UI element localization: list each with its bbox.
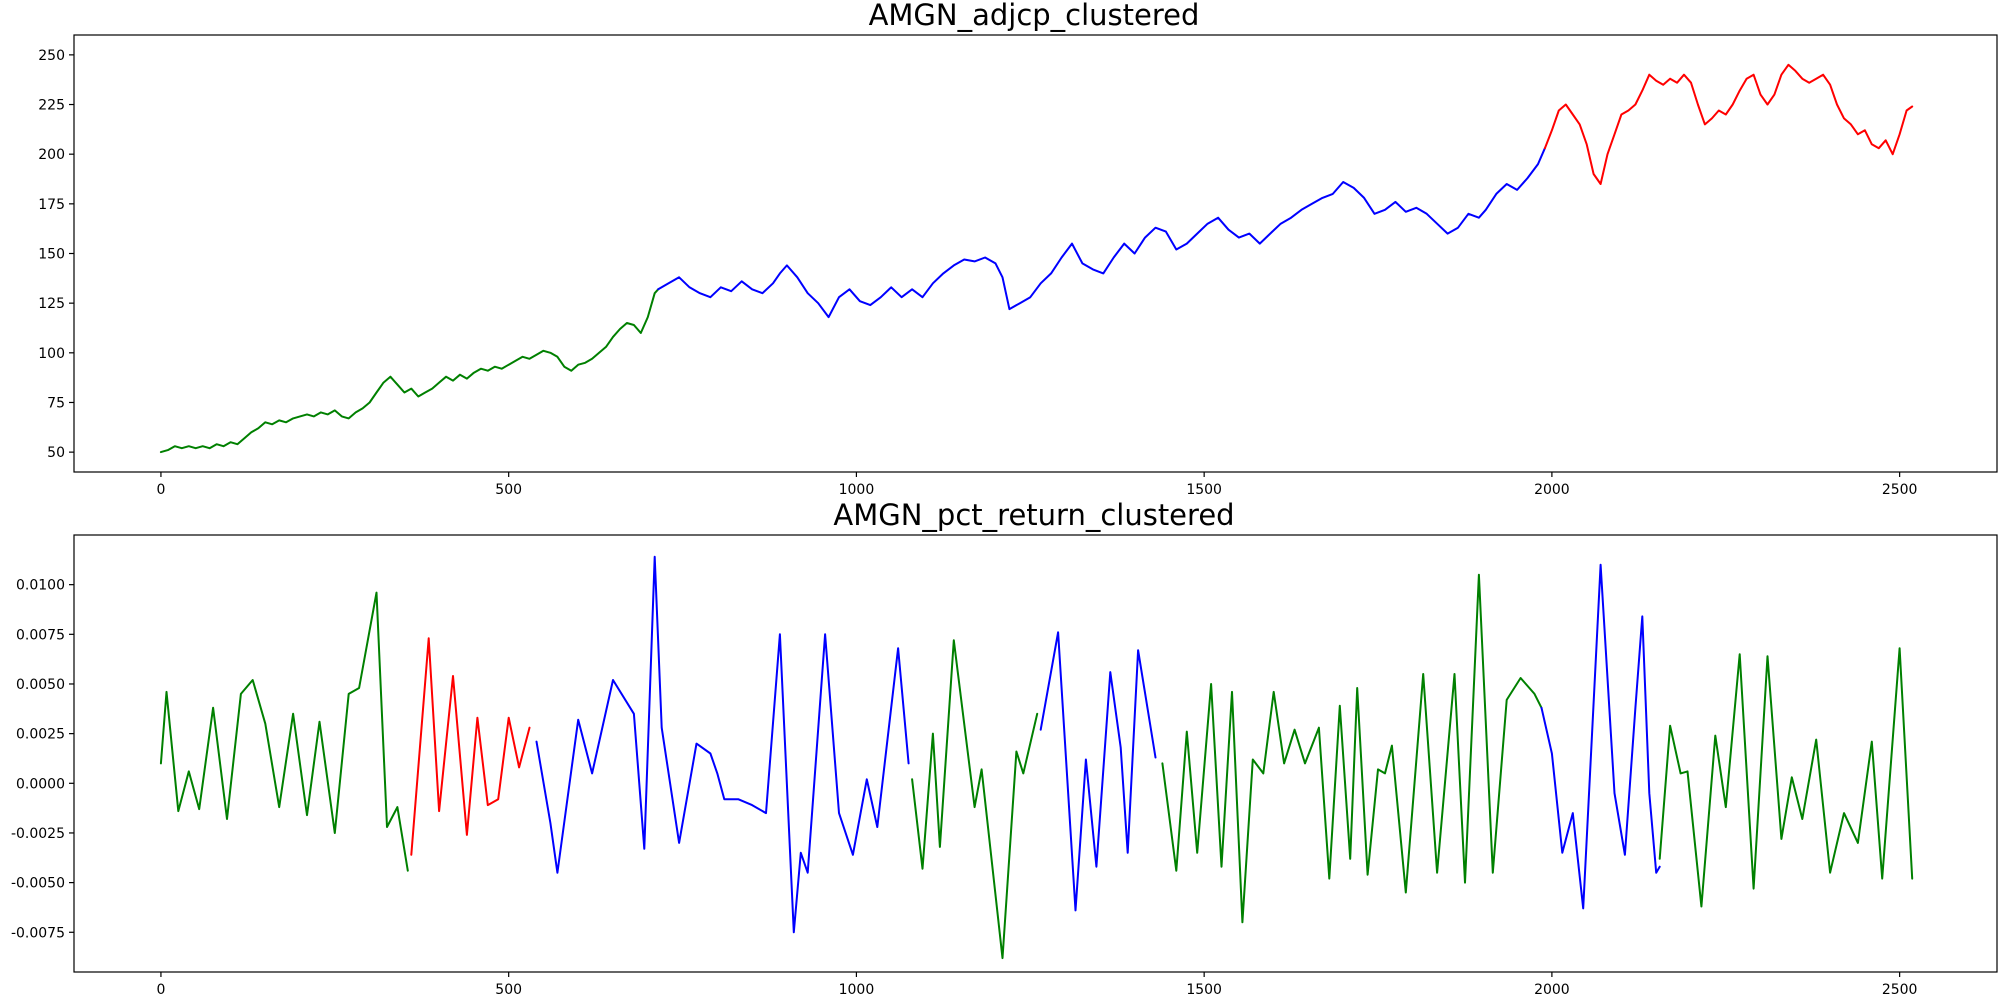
chart-title: AMGN_adjcp_clustered: [869, 0, 1200, 32]
y-axis: -0.0075 -0.0050 -0.0025 0.0000 0.0025 0.0050 0…: [11, 578, 74, 941]
chart-adjcp: AMGN_adjcp_clustered 0 500 1000 1500 2000 250…: [38, 0, 1998, 498]
series-line-green: [1658, 647, 1914, 908]
chart-pct-return: AMGN_pct_return_clustered 0 500 1000 1500 20…: [11, 498, 1998, 998]
x-tick-label: 500: [495, 482, 522, 498]
x-tick-label: 1000: [839, 482, 875, 498]
y-tick-label: -0.0025: [11, 826, 65, 842]
y-tick-label: 0.0025: [16, 727, 65, 743]
x-axis: 0 500 1000 1500 2000 2500: [156, 972, 1917, 998]
y-tick-label: 50: [47, 445, 65, 461]
y-tick-label: -0.0075: [11, 925, 65, 941]
chart-title: AMGN_pct_return_clustered: [833, 498, 1234, 532]
x-tick-label: 1000: [839, 982, 875, 998]
x-tick-label: 0: [156, 482, 165, 498]
plot-area: [73, 34, 1998, 473]
y-tick-label: 0.0050: [16, 677, 65, 693]
x-tick-label: 1500: [1186, 482, 1222, 498]
y-tick-label: 150: [38, 247, 65, 263]
x-tick-label: 2500: [1882, 482, 1918, 498]
y-tick-label: 175: [38, 197, 65, 213]
y-tick-label: 200: [38, 147, 65, 163]
y-tick-label: 225: [38, 98, 65, 114]
series-group: [159, 555, 1914, 960]
y-tick-label: 100: [38, 346, 65, 362]
y-tick-label: 250: [38, 48, 65, 64]
y-tick-label: 75: [47, 395, 65, 411]
y-tick-label: 0.0000: [16, 776, 65, 792]
series-line-blue: [1039, 631, 1157, 912]
x-tick-label: 2000: [1534, 982, 1570, 998]
x-tick-label: 1500: [1186, 982, 1222, 998]
y-tick-label: 0.0100: [16, 578, 65, 594]
x-axis: 0 500 1000 1500 2000 2500: [156, 472, 1917, 498]
series-line-green: [159, 288, 660, 454]
series-line-green: [159, 591, 409, 872]
series-line-green: [1161, 573, 1543, 924]
series-line-blue: [535, 555, 910, 934]
y-tick-label: 125: [38, 296, 65, 312]
series-group: [159, 63, 1914, 454]
x-tick-label: 2500: [1882, 982, 1918, 998]
series-line-red: [1543, 63, 1914, 185]
x-tick-label: 2000: [1534, 482, 1570, 498]
x-tick-label: 500: [495, 982, 522, 998]
y-tick-label: 0.0075: [16, 627, 65, 643]
plot-area: [73, 534, 1998, 973]
y-tick-label: -0.0050: [11, 876, 65, 892]
series-line-red: [410, 637, 531, 856]
series-line-blue: [1540, 563, 1661, 910]
series-line-green: [911, 639, 1039, 960]
x-tick-label: 0: [156, 982, 165, 998]
y-axis: 50 75 100 125 150 175 200 225 250: [38, 48, 74, 461]
series-line-blue: [657, 147, 1546, 319]
